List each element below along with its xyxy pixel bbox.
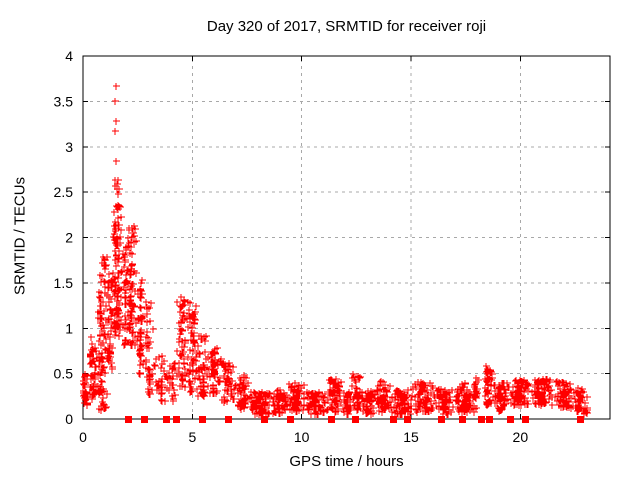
y-tick-label: 4 [65, 48, 73, 64]
y-tick-label: 1 [65, 320, 73, 336]
y-tick-label: 0.5 [54, 366, 74, 382]
x-tick-label: 20 [513, 429, 529, 445]
y-tick-label: 2 [65, 230, 73, 246]
x-axis-label: GPS time / hours [289, 453, 404, 470]
y-tick-label: 2.5 [54, 184, 74, 200]
gridlines [83, 56, 610, 419]
y-axis-label: SRMTID / TECUs [11, 176, 29, 296]
y-tick-label: 1.5 [54, 275, 74, 291]
y-tick-label: 3.5 [54, 93, 74, 109]
y-tick-label: 3 [65, 139, 73, 155]
scatter-points [80, 83, 591, 418]
chart-title: Day 320 of 2017, SRMTID for receiver roj… [206, 18, 487, 35]
zero-square-markers [125, 416, 584, 423]
x-tick-label: 15 [403, 429, 419, 445]
x-tick-label: 0 [79, 429, 87, 445]
tick-labels: 0 5 10 15 20 0 0.5 1 1.5 2 2.5 3 3.5 4 [54, 48, 529, 445]
x-tick-label: 10 [294, 429, 310, 445]
tick-marks [82, 55, 610, 420]
x-tick-label: 5 [188, 429, 196, 445]
y-tick-label: 0 [65, 411, 73, 427]
